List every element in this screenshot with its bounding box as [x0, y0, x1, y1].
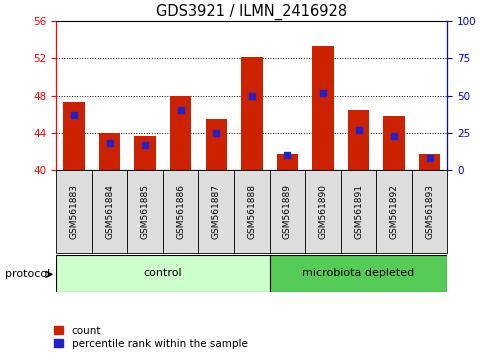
Point: [212, 130, 220, 136]
Bar: [134, 136, 156, 170]
FancyBboxPatch shape: [411, 170, 447, 253]
Point: [425, 155, 433, 161]
FancyBboxPatch shape: [305, 170, 340, 253]
Point: [318, 90, 326, 96]
Text: GSM561892: GSM561892: [389, 184, 398, 239]
Text: GSM561890: GSM561890: [318, 184, 327, 239]
Text: GSM561889: GSM561889: [283, 184, 291, 239]
Bar: [312, 46, 333, 170]
Bar: [99, 133, 120, 170]
FancyBboxPatch shape: [269, 170, 305, 253]
Text: microbiota depleted: microbiota depleted: [302, 268, 414, 279]
Bar: [205, 119, 226, 170]
Bar: [241, 57, 262, 170]
Point: [70, 112, 78, 118]
Bar: [418, 154, 439, 170]
FancyBboxPatch shape: [269, 255, 447, 292]
Point: [389, 133, 397, 138]
Text: GSM561888: GSM561888: [247, 184, 256, 239]
Legend: count, percentile rank within the sample: count, percentile rank within the sample: [54, 326, 247, 349]
Bar: [383, 116, 404, 170]
Bar: [347, 109, 368, 170]
Bar: [63, 102, 84, 170]
Point: [247, 93, 255, 98]
FancyBboxPatch shape: [127, 170, 163, 253]
FancyBboxPatch shape: [234, 170, 269, 253]
FancyBboxPatch shape: [163, 170, 198, 253]
Bar: [170, 96, 191, 170]
FancyBboxPatch shape: [198, 170, 234, 253]
Text: GSM561891: GSM561891: [353, 184, 362, 239]
Text: control: control: [143, 268, 182, 279]
Text: GSM561883: GSM561883: [69, 184, 79, 239]
FancyBboxPatch shape: [92, 170, 127, 253]
Point: [177, 108, 184, 113]
Point: [105, 140, 113, 146]
FancyBboxPatch shape: [56, 170, 92, 253]
Text: GSM561893: GSM561893: [424, 184, 433, 239]
FancyBboxPatch shape: [340, 170, 376, 253]
Point: [283, 152, 291, 158]
Bar: [276, 154, 298, 170]
Point: [141, 142, 149, 148]
FancyBboxPatch shape: [376, 170, 411, 253]
Text: GSM561884: GSM561884: [105, 184, 114, 239]
Text: GSM561885: GSM561885: [141, 184, 149, 239]
Text: GSM561887: GSM561887: [211, 184, 220, 239]
Text: GSM561886: GSM561886: [176, 184, 185, 239]
FancyBboxPatch shape: [56, 255, 269, 292]
Text: protocol: protocol: [5, 269, 50, 279]
Title: GDS3921 / ILMN_2416928: GDS3921 / ILMN_2416928: [156, 4, 346, 20]
Point: [354, 127, 362, 133]
